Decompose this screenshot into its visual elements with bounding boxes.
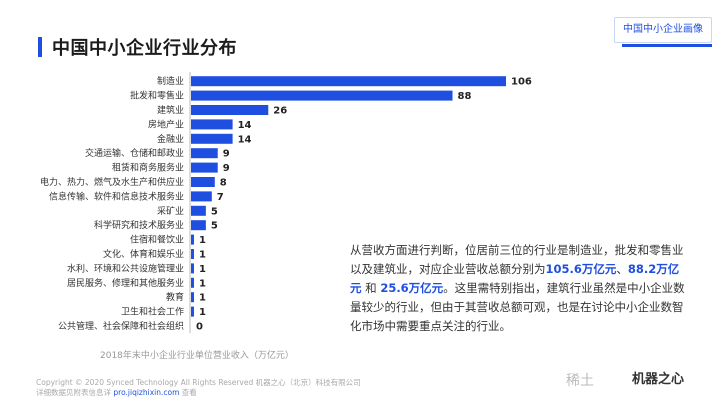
bar: [191, 162, 218, 173]
category-label: 金融业: [157, 133, 184, 145]
value-label: 9: [223, 149, 230, 160]
value-label: 7: [217, 192, 224, 203]
value-label: 8: [220, 178, 227, 189]
category-label: 科学研究和技术服务业: [94, 219, 184, 231]
bar: [191, 277, 194, 288]
copyright-text: Copyright © 2020 Synced Technology All R…: [36, 378, 361, 387]
highlight-value-1: 105.6万亿元: [545, 262, 617, 276]
highlight-value-3: 25.6万亿元: [380, 281, 444, 295]
x-axis-caption: 2018年末中小企业行业单位营业收入（万亿元）: [100, 351, 294, 361]
category-label: 租赁和商务服务业: [112, 162, 184, 174]
footer-suffix: 查看: [179, 388, 197, 397]
bar: [191, 105, 269, 115]
description-part-2: 。这里需特别指出，建筑行业虽然是中小企业数量较少的行业，但由于其营收总额可观，也…: [350, 281, 685, 333]
category-label: 电力、热力、燃气及水生产和供应业: [40, 176, 184, 188]
footer-prefix: 详细数据见附表信息详: [36, 388, 114, 397]
bar: [191, 205, 206, 216]
bar: [191, 263, 194, 274]
value-label: 0: [196, 322, 203, 333]
footer: Copyright © 2020 Synced Technology All R…: [36, 378, 361, 398]
category-label: 信息传输、软件和信息技术服务业: [49, 190, 184, 202]
bar: [191, 306, 194, 317]
footer-url-link[interactable]: pro.jiqizhixin.com: [113, 388, 180, 397]
description-sep-1: 、: [616, 262, 628, 276]
category-label: 教育: [166, 291, 184, 303]
title-accent-bar: [38, 37, 42, 57]
category-label: 公共管理、社会保障和社会组织: [58, 320, 184, 332]
category-label: 卫生和社会工作: [121, 306, 184, 318]
tag-underline: [622, 44, 712, 47]
bar: [191, 90, 453, 101]
bar: [191, 133, 233, 144]
value-label: 1: [199, 264, 206, 275]
category-label: 交通运输、仓储和邮政业: [85, 147, 184, 159]
value-label: 9: [223, 163, 230, 174]
section-tag: 中国中小企业画像: [614, 17, 712, 43]
value-label: 1: [199, 293, 206, 304]
category-label: 房地产业: [148, 118, 184, 130]
description-text: 从营收方面进行判断，位居前三位的行业是制造业，批发和零售业以及建筑业，对应企业营…: [350, 241, 690, 336]
bar: [191, 249, 194, 259]
value-label: 1: [199, 278, 206, 289]
value-label: 26: [273, 106, 287, 117]
category-label: 批发和零售业: [130, 90, 184, 102]
value-label: 14: [238, 120, 252, 131]
bar: [191, 191, 212, 202]
category-label: 制造业: [157, 75, 184, 87]
value-label: 88: [458, 91, 472, 102]
bar: [191, 234, 194, 245]
bar: [191, 119, 233, 130]
bar: [191, 148, 218, 159]
category-label: 水利、环境和公共设施管理业: [67, 262, 184, 274]
value-label: 14: [238, 134, 252, 145]
value-label: 106: [511, 77, 532, 88]
category-label: 采矿业: [157, 205, 184, 217]
bar-chart: 制造业 106 批发和零售业 88 建筑业 26 房地产业 14 金融业 14 交通运输、仓储和邮政…: [40, 72, 532, 334]
category-label: 建筑业: [157, 104, 184, 116]
description-part-1: 从营收方面进行判断，位居前三位的行业是制造业，批发和零售业以及建筑业，对应企业营…: [350, 243, 684, 276]
bar: [191, 292, 194, 303]
watermark-brand-logo: 机器之心: [632, 372, 685, 387]
footer-source-line: 详细数据见附表信息详 pro.jiqizhixin.com 查看: [36, 388, 361, 398]
category-label: 住宿和餐饮业: [130, 234, 184, 246]
bar: [191, 220, 206, 231]
value-label: 1: [199, 235, 206, 246]
value-label: 5: [211, 206, 218, 217]
description-sep-2: 和: [361, 281, 381, 295]
bar: [191, 76, 506, 87]
watermark-text: 稀土: [566, 373, 594, 389]
category-label: 居民服务、修理和其他服务业: [67, 277, 184, 289]
page-title: 中国中小企业行业分布: [52, 38, 237, 59]
value-label: 1: [199, 307, 206, 318]
bar: [191, 177, 215, 187]
value-label: 5: [211, 221, 218, 232]
value-label: 1: [199, 250, 206, 261]
category-label: 文化、体育和娱乐业: [103, 248, 184, 260]
highlight-value-2: 88.2万亿元: [350, 262, 680, 295]
